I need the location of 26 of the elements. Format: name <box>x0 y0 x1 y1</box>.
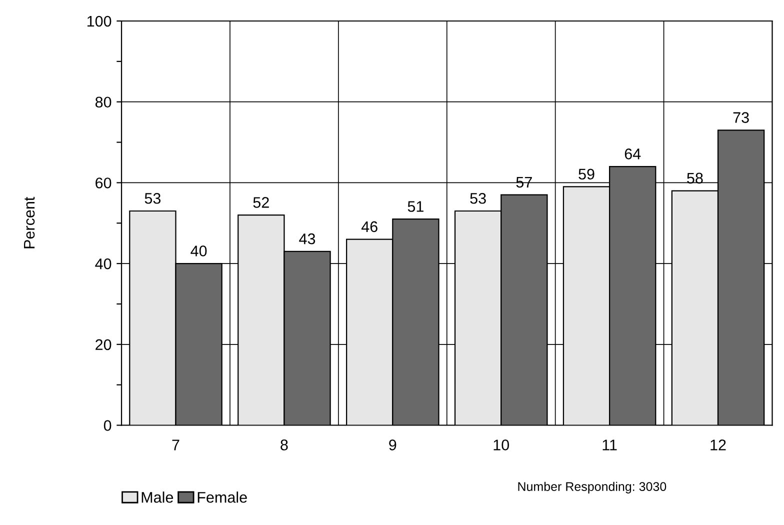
x-tick-label: 9 <box>389 440 396 450</box>
data-label: 53 <box>470 192 486 204</box>
y-tick-label: 60 <box>96 178 112 188</box>
y-tick-label: 80 <box>95 96 112 108</box>
y-tick-label: 20 <box>96 339 112 350</box>
y-tick-label: 100 <box>87 16 112 27</box>
data-label: 59 <box>578 168 594 180</box>
data-label: 52 <box>253 197 269 208</box>
data-label: 40 <box>190 246 207 256</box>
data-label: 51 <box>408 201 424 212</box>
data-label: 43 <box>299 233 316 244</box>
y-axis-title: Percent <box>24 196 35 248</box>
y-tick-label: 0 <box>104 420 112 431</box>
data-label: 46 <box>361 221 378 232</box>
x-tick-label: 12 <box>710 440 726 450</box>
x-tick-label: 7 <box>172 440 180 450</box>
text: Number Responding: 3030 <box>518 482 666 494</box>
x-tick-label: 10 <box>494 440 510 450</box>
y-tick-label: 40 <box>95 258 112 270</box>
data-label: 64 <box>624 148 641 160</box>
legend-label: Female <box>198 492 247 503</box>
legend-label: Male <box>142 492 174 503</box>
x-tick-label: 11 <box>602 440 617 450</box>
data-label: 73 <box>733 112 749 123</box>
data-label: 53 <box>144 192 161 204</box>
x-tick-label: 8 <box>280 440 288 450</box>
